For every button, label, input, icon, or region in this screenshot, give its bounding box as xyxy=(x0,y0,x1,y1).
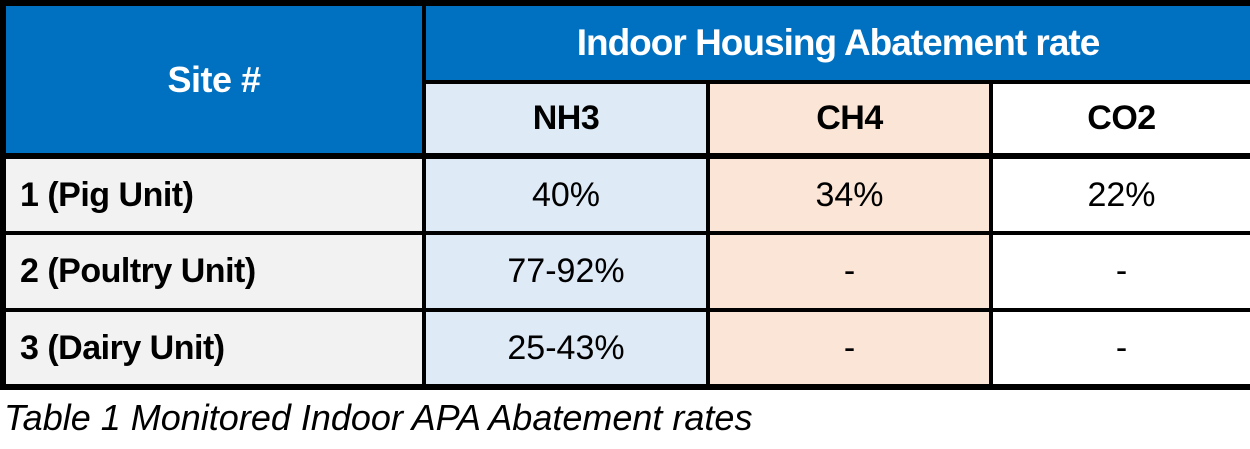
table-row-dairy-unit: 3 (Dairy Unit) 25-43% - - xyxy=(1,308,1250,389)
ch4-value: - xyxy=(706,308,993,389)
site-label: 2 (Poultry Unit) xyxy=(1,231,426,312)
header-group-row: Site # Indoor Housing Abatement rate xyxy=(1,1,1250,158)
ch4-value: 34% xyxy=(706,153,993,235)
co2-value: 22% xyxy=(988,153,1250,235)
table-caption: Table 1 Monitored Indoor APA Abatement r… xyxy=(4,397,753,438)
nh3-value: 25-43% xyxy=(422,308,710,389)
nh3-value: 77-92% xyxy=(422,231,710,312)
co2-value: - xyxy=(988,308,1250,389)
table-row-poultry-unit: 2 (Poultry Unit) 77-92% - - xyxy=(1,231,1250,312)
table-row-pig-unit: 1 (Pig Unit) 40% 34% 22% xyxy=(1,153,1250,235)
co2-value: - xyxy=(988,231,1250,312)
nh3-value: 40% xyxy=(422,153,710,235)
column-header-co2: CO2 xyxy=(988,80,1250,158)
column-header-nh3: NH3 xyxy=(422,80,710,158)
abatement-table: Site # Indoor Housing Abatement rate NH3… xyxy=(0,0,1250,390)
group-header: Indoor Housing Abatement rate xyxy=(421,1,1250,84)
ch4-value: - xyxy=(706,231,993,312)
header-sub-row: NH3 CH4 CO2 xyxy=(3,80,1250,158)
column-header-ch4: CH4 xyxy=(706,80,993,158)
site-column-header: Site # xyxy=(1,1,426,158)
site-label: 3 (Dairy Unit) xyxy=(1,308,426,389)
site-label: 1 (Pig Unit) xyxy=(1,153,426,235)
